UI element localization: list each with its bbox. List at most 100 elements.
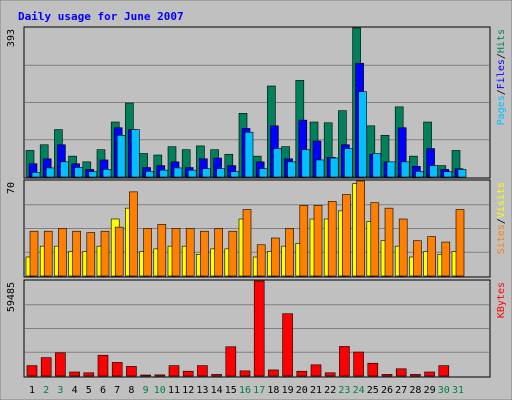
bar-kbytes-day-6 [97, 354, 109, 377]
bar-sites-day-24 [356, 180, 365, 277]
bar-kbytes-day-15 [225, 346, 237, 377]
legend-part: / [496, 53, 507, 59]
bar-pages-day-29 [429, 165, 438, 178]
bar-kbytes-day-4 [69, 371, 80, 377]
bar-kbytes-day-14 [211, 374, 222, 377]
legend-part: / [496, 218, 507, 224]
x-tick-label: 26 [381, 385, 393, 396]
bar-kbytes-day-19 [282, 313, 293, 377]
x-tick-label: 30 [438, 385, 450, 396]
bar-kbytes-day-3 [55, 352, 66, 377]
x-tick-label: 31 [452, 385, 464, 396]
bar-pages-day-15 [230, 171, 240, 178]
bar-sites-day-31 [455, 209, 465, 277]
x-tick-label: 15 [225, 385, 237, 396]
bar-sites-day-3 [58, 228, 67, 277]
bar-pages-day-3 [60, 161, 69, 178]
x-tick-label: 1 [29, 385, 35, 396]
series-legend-label: Sites/Visits [496, 182, 507, 254]
bar-kbytes-day-30 [438, 365, 450, 377]
x-tick-label: 24 [353, 385, 365, 396]
bar-sites-day-22 [327, 201, 337, 277]
x-tick-label: 16 [239, 385, 251, 396]
bar-pages-day-18 [273, 148, 282, 178]
bar-pages-day-10 [159, 169, 169, 178]
bar-kbytes-day-24 [353, 351, 364, 377]
bar-kbytes-day-28 [410, 374, 421, 377]
bar-sites-day-30 [441, 241, 451, 277]
x-tick-label: 23 [338, 385, 350, 396]
bar-sites-day-29 [427, 236, 436, 277]
visits-sites-panel: 70 Sites/Visits [6, 179, 507, 278]
bar-kbytes-day-11 [168, 365, 180, 377]
bar-kbytes-day-10 [154, 374, 166, 377]
bar-kbytes-day-22 [324, 372, 336, 377]
x-tick-label: 10 [154, 385, 166, 396]
legend-part: Pages [496, 95, 507, 125]
x-tick-label: 21 [310, 385, 322, 396]
legend-part: Visits [496, 182, 507, 218]
x-tick-label: 20 [296, 385, 308, 396]
bar-sites-day-9 [143, 228, 152, 277]
bar-kbytes-day-9 [140, 374, 151, 377]
bar-sites-day-13 [200, 230, 209, 277]
bar-sites-day-1 [29, 230, 39, 277]
bar-sites-day-4 [72, 230, 81, 277]
x-tick-label: 9 [143, 385, 149, 396]
bar-pages-day-30 [443, 171, 453, 178]
bar-kbytes-day-7 [111, 362, 123, 377]
chart-title: Daily usage for June 2007 [18, 10, 184, 23]
bar-kbytes-day-25 [367, 362, 379, 377]
legend-part: / [496, 89, 507, 95]
bar-pages-day-20 [301, 149, 311, 178]
bar-pages-day-6 [102, 169, 112, 178]
bar-pages-day-14 [216, 168, 225, 178]
bar-sites-day-6 [100, 230, 110, 277]
x-tick-label: 18 [267, 385, 279, 396]
x-tick-label: 14 [211, 385, 223, 396]
x-tick-label: 27 [395, 385, 407, 396]
bar-sites-day-10 [157, 224, 167, 277]
x-tick-label: 8 [128, 385, 134, 396]
bar-pages-day-22 [329, 157, 339, 178]
bar-pages-day-19 [287, 161, 296, 178]
x-tick-label: 25 [367, 385, 379, 396]
bar-kbytes-day-12 [182, 370, 194, 377]
bar-pages-day-8 [131, 129, 140, 178]
series-legend-label: KBytes [496, 282, 507, 318]
bar-sites-day-28 [413, 240, 422, 277]
bar-pages-day-27 [400, 161, 410, 178]
bar-kbytes-day-1 [26, 365, 38, 377]
bar-pages-day-9 [145, 171, 154, 178]
bar-kbytes-day-16 [239, 370, 251, 377]
bar-sites-day-20 [299, 205, 309, 277]
x-tick-label: 22 [324, 385, 336, 396]
bar-sites-day-2 [43, 230, 53, 277]
bar-sites-day-16 [242, 209, 252, 277]
bar-kbytes-day-23 [339, 346, 350, 377]
bar-kbytes-day-17 [253, 280, 265, 377]
kbytes-panel: 59485 KBytes [6, 279, 507, 378]
bar-pages-day-24 [358, 91, 367, 178]
x-tick-label: 6 [100, 385, 106, 396]
bar-sites-day-12 [185, 228, 195, 277]
bar-pages-day-28 [415, 171, 424, 178]
bar-pages-day-2 [45, 167, 55, 178]
bar-kbytes-day-21 [310, 364, 322, 377]
bar-sites-day-14 [214, 228, 223, 277]
bar-pages-day-25 [372, 153, 382, 178]
bar-kbytes-day-2 [40, 357, 52, 377]
bar-pages-day-17 [258, 168, 268, 178]
y-max-label: 59485 [6, 282, 17, 312]
bar-sites-day-26 [384, 207, 394, 277]
series-legend-label: Pages/Files/Hits [496, 29, 507, 125]
bar-pages-day-21 [315, 159, 325, 178]
x-tick-label: 29 [424, 385, 436, 396]
bar-pages-day-31 [457, 169, 467, 178]
bar-sites-day-11 [171, 228, 181, 277]
bar-sites-day-25 [370, 202, 380, 277]
legend-part: KBytes [496, 282, 507, 318]
y-max-label: 393 [6, 29, 17, 47]
